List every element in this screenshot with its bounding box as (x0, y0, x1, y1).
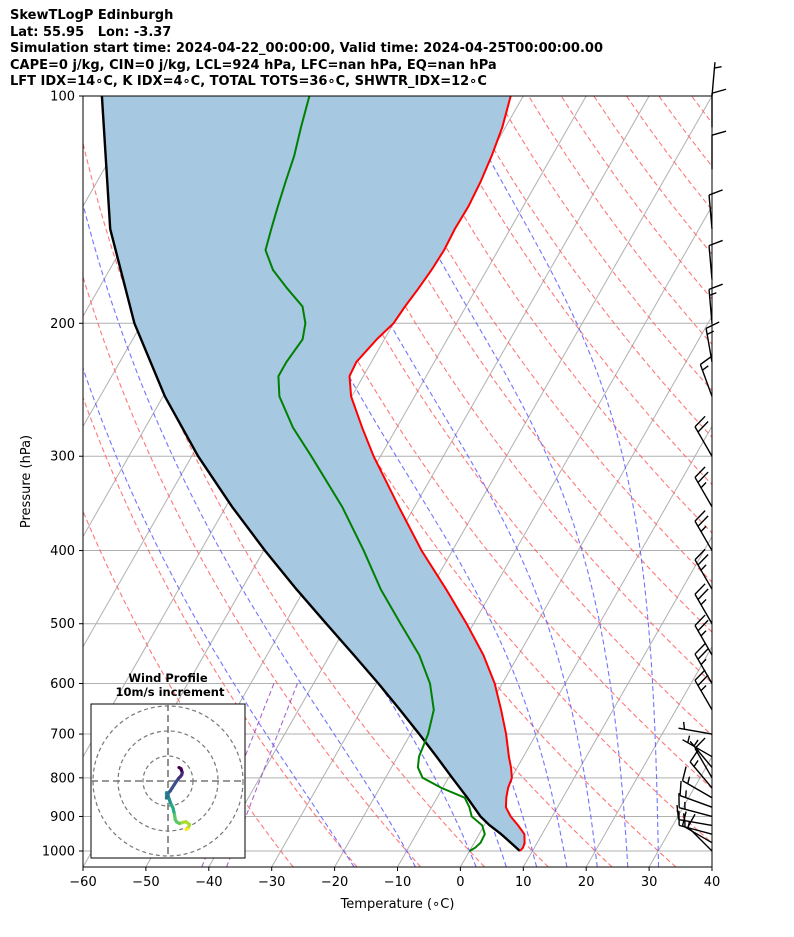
dewpoint-line (264, 96, 486, 852)
isotherm-line (83, 96, 84, 98)
y-tick-label: 100 (50, 90, 75, 105)
wind-barb (694, 510, 713, 551)
wind-barb (694, 466, 713, 508)
wind-barb (694, 548, 713, 590)
dry-adiabat-line (397, 96, 712, 534)
dry-adiabat-line (724, 96, 794, 867)
x-tick-label: 20 (578, 875, 595, 890)
figure-title-block: SkewTLogP Edinburgh Lat: 55.95 Lon: -3.3… (10, 8, 603, 91)
wind-barb (682, 735, 713, 758)
wind-barb (679, 781, 713, 808)
wind-barb (694, 737, 713, 779)
x-tick-label: −60 (69, 875, 96, 890)
x-tick-label: 30 (641, 875, 658, 890)
x-tick-label: 0 (456, 875, 464, 890)
wind-barb (711, 88, 727, 128)
wind-barb (694, 614, 713, 656)
x-tick-label: −50 (132, 875, 159, 890)
figure-title-location: Lat: 55.95 Lon: -3.37 (10, 24, 172, 40)
wind-barb (711, 130, 727, 170)
dry-adiabat-line (430, 96, 712, 486)
y-axis-label: Pressure (hPa) (19, 435, 34, 528)
moist-adiabat-line (282, 96, 598, 867)
wind-barb (711, 62, 722, 97)
isotherm-line (585, 645, 712, 867)
x-tick-label: 40 (704, 875, 721, 890)
hodograph-subtitle: 10m/s increment (116, 685, 225, 699)
wind-barb (705, 321, 720, 363)
wind-barb (694, 669, 713, 711)
cin-shaded-area (101, 96, 525, 851)
y-tick-label: 1000 (42, 845, 75, 860)
hodograph-trace-segment (177, 765, 183, 771)
dry-adiabat-line (300, 96, 712, 684)
cape-cin-shading (101, 96, 525, 851)
parcel-path-line (100, 96, 521, 852)
isotherm-line (271, 96, 712, 867)
dry-adiabat-line (332, 96, 712, 633)
figure-title-indices: LFT IDX=14∘C, K IDX=4∘C, TOTAL TOTS=36∘C… (10, 74, 487, 89)
y-tick-label: 900 (50, 810, 75, 825)
moist-adiabat-line (224, 96, 568, 867)
isotherm-line (208, 96, 650, 867)
wind-barb (681, 766, 713, 799)
x-tick-label: −20 (321, 875, 348, 890)
isotherm-line (711, 865, 712, 867)
figure-title-cape: CAPE=0 j/kg, CIN=0 j/kg, LCL=924 hPa, LF… (10, 57, 497, 73)
hodograph-title: Wind Profile (128, 671, 208, 685)
dry-adiabat-line (83, 395, 358, 867)
figure-title-times: Simulation start time: 2024-04-22_00:00:… (10, 41, 603, 56)
wind-barb (678, 793, 713, 818)
x-tick-label: −40 (195, 875, 222, 890)
moist-adiabat-line (83, 366, 355, 867)
y-tick-label: 500 (50, 617, 75, 632)
x-tick-label: −30 (258, 875, 285, 890)
y-tick-label: 400 (50, 544, 75, 559)
dry-adiabat-line (463, 96, 712, 438)
moist-adiabat-line (455, 96, 660, 867)
temperature-line (348, 96, 526, 852)
x-axis-label: Temperature (∘C) (340, 897, 455, 912)
isotherm-line (334, 205, 712, 867)
moist-adiabat-line (356, 96, 629, 867)
dry-adiabat-line (83, 509, 294, 867)
y-tick-label: 700 (50, 728, 75, 743)
x-tick-label: −10 (384, 875, 411, 890)
axes: −60 −50 −40 −30 −20 −10 0 10 20 30 40 100 200 300 400 5… (19, 90, 720, 913)
dry-adiabat-line (365, 96, 712, 583)
y-tick-label: 300 (50, 450, 75, 465)
x-tick-label: 10 (515, 875, 532, 890)
dry-adiabat-line (137, 96, 613, 867)
hodograph-plot (91, 704, 245, 858)
dry-adiabat-line (83, 140, 485, 867)
isotherm-line (459, 425, 712, 867)
wind-barb (676, 804, 713, 827)
dry-adiabat-line (267, 96, 712, 737)
sounding-profiles (100, 96, 526, 852)
wind-barb (694, 415, 713, 457)
wind-barb (694, 643, 713, 684)
moist-adiabat-line (83, 202, 416, 867)
y-tick-label: 200 (50, 317, 75, 332)
figure-title-station: SkewTLogP Edinburgh (10, 8, 174, 23)
wind-barb (699, 355, 713, 397)
dry-adiabat-line (234, 96, 712, 790)
wind-barb (694, 583, 713, 625)
isotherm-line (522, 535, 712, 867)
isotherm-line (0, 96, 20, 867)
dry-adiabat-line (83, 275, 422, 867)
y-tick-label: 600 (50, 677, 75, 692)
y-tick-label: 800 (50, 771, 75, 786)
wind-barb (678, 721, 713, 735)
wind-barbs (676, 62, 727, 852)
